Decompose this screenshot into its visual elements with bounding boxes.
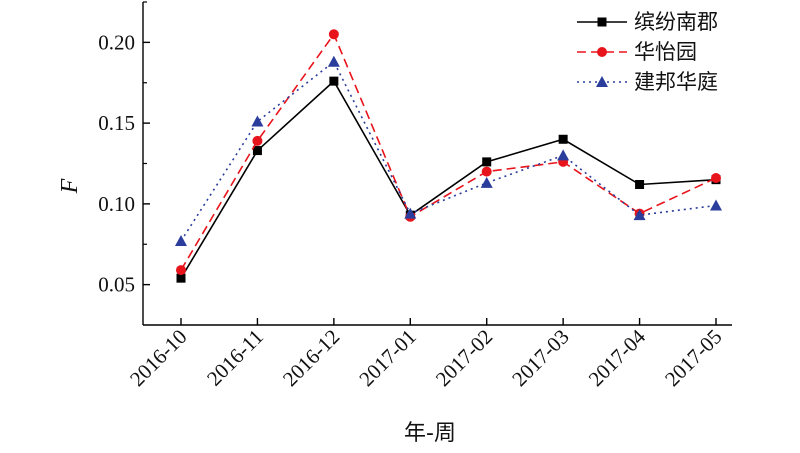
x-tick-label: 2017-05: [660, 325, 726, 391]
x-tick-label: 2016-11: [202, 325, 268, 391]
y-tick-label: 0.15: [98, 111, 135, 135]
x-axis-title: 年-周: [404, 421, 456, 446]
x-axis-ticks: 2016-10 2016-11 2016-12 2017-01 2017-02 2017-…: [125, 318, 727, 391]
data-point: [251, 115, 264, 127]
data-point: [633, 209, 646, 221]
x-tick-label: 2017-01: [354, 325, 420, 391]
series-line: [180, 79, 717, 279]
legend-label: 华怡园: [634, 40, 697, 64]
x-tick-label: 2016-12: [278, 325, 344, 391]
data-point: [557, 149, 570, 161]
series-1: [176, 76, 721, 283]
x-tick-label: 2017-04: [584, 324, 651, 391]
data-point: [482, 157, 492, 167]
data-point: [404, 207, 417, 219]
data-point: [176, 273, 186, 283]
data-point: [711, 173, 721, 184]
y-tick-label: 0.20: [98, 30, 135, 54]
data-point: [710, 199, 722, 211]
data-point: [329, 76, 339, 86]
data-point: [328, 29, 339, 40]
data-point: [327, 55, 340, 67]
data-point: [635, 179, 645, 189]
y-tick-label: 0.05: [98, 273, 135, 297]
x-tick-label: 2017-03: [507, 325, 573, 391]
series-line: [180, 60, 717, 242]
data-point: [252, 146, 262, 156]
series-3: [175, 55, 722, 247]
x-tick-label: 2017-02: [431, 325, 497, 391]
series-group: [175, 29, 722, 283]
data-point: [481, 166, 492, 177]
legend-marker: [597, 47, 607, 57]
y-tick-label: 0.10: [98, 192, 135, 216]
data-point: [558, 134, 568, 144]
legend-marker: [597, 17, 607, 27]
x-tick-label: 2016-10: [125, 325, 191, 391]
legend-label: 建邦华庭: [634, 70, 718, 94]
data-point: [480, 176, 493, 188]
legend-marker: [596, 76, 608, 87]
legend-label: 缤纷南郡: [634, 10, 718, 34]
data-point: [252, 135, 263, 146]
data-point: [175, 235, 187, 247]
y-axis-title: F: [57, 178, 83, 194]
data-point: [176, 265, 186, 276]
y-axis-ticks: 0.05 0.10 0.15 0.20: [98, 1, 150, 297]
series-line: [180, 32, 717, 271]
